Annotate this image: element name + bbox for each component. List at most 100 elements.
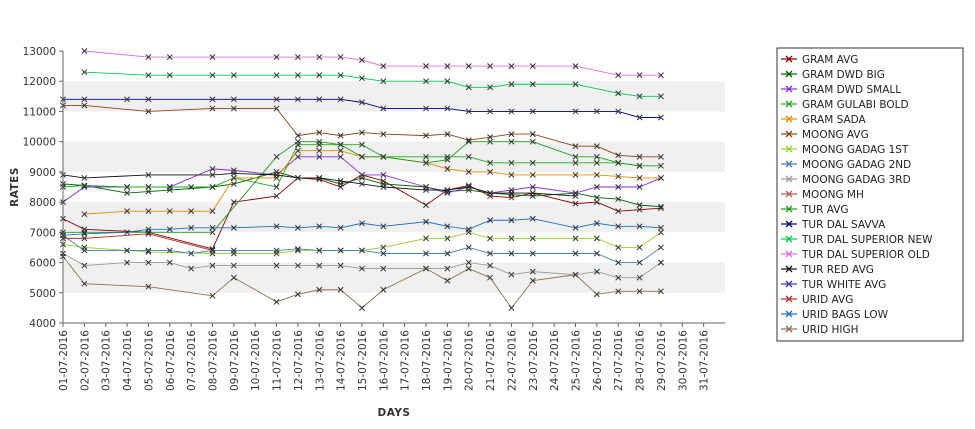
legend-label: MOONG GADAG 3RD xyxy=(802,174,911,186)
legend-label: TUR DAL SAVVA xyxy=(801,219,886,231)
x-tick-label: 15-07-2016 xyxy=(357,330,369,391)
data-point xyxy=(273,153,280,160)
x-tick-label: 14-07-2016 xyxy=(336,330,348,391)
data-point xyxy=(81,102,88,109)
legend-item: GRAM AVG xyxy=(781,54,858,66)
x-tick-label: 20-07-2016 xyxy=(464,330,476,391)
data-point xyxy=(294,224,301,231)
data-point xyxy=(81,211,88,218)
series-moong-gadag-2nd xyxy=(60,232,664,266)
legend-swatch-marker xyxy=(785,115,793,123)
data-point xyxy=(209,184,216,190)
data-point xyxy=(209,292,216,299)
series-line xyxy=(62,256,661,309)
data-point xyxy=(593,159,600,166)
data-point xyxy=(423,153,429,160)
data-point xyxy=(209,105,216,112)
legend-swatch-marker xyxy=(785,310,793,318)
data-point xyxy=(337,132,344,139)
legend-item: TUR DAL SUPERIOR NEW xyxy=(781,234,933,246)
data-point xyxy=(188,250,195,257)
data-point xyxy=(209,247,216,254)
x-tick-label: 27-07-2016 xyxy=(613,330,625,391)
data-point xyxy=(465,259,472,266)
x-axis-title: DAYS xyxy=(377,407,410,419)
data-point xyxy=(316,247,323,254)
data-point xyxy=(572,193,579,200)
data-point xyxy=(316,129,323,136)
data-point xyxy=(444,250,451,257)
data-point xyxy=(657,153,664,160)
data-point xyxy=(572,153,579,160)
data-point xyxy=(615,288,622,295)
legend-item: URID BAGS LOW xyxy=(781,309,889,321)
data-point xyxy=(529,108,536,115)
data-point xyxy=(124,229,131,236)
x-axis-ticks: 01-07-2016 02-07-2016 03-07-2016 04-07-2016… xyxy=(58,323,711,391)
data-point xyxy=(615,244,622,251)
legend-item: MOONG AVG xyxy=(781,129,869,141)
data-point xyxy=(188,208,195,215)
data-point xyxy=(380,244,387,251)
data-point xyxy=(615,72,622,79)
y-tick-label: 5000 xyxy=(29,288,56,300)
data-point xyxy=(508,235,515,242)
data-point xyxy=(529,63,536,70)
legend-item: MOONG GADAG 1ST xyxy=(781,144,909,156)
data-point xyxy=(636,288,643,295)
y-axis-ticks: 4000 5000 6000 7000 8000 9000 10000 11000 12000 1… xyxy=(23,46,63,330)
data-point xyxy=(615,208,622,215)
data-point xyxy=(359,265,365,272)
data-point xyxy=(316,262,323,269)
data-point xyxy=(487,274,494,281)
data-point xyxy=(465,244,472,251)
series-line xyxy=(62,171,661,208)
data-point xyxy=(487,84,494,91)
data-point xyxy=(316,72,323,79)
data-point xyxy=(508,81,515,88)
data-point xyxy=(294,246,301,252)
data-point xyxy=(145,108,152,115)
data-point xyxy=(593,153,600,160)
x-tick-label: 06-07-2016 xyxy=(165,330,177,391)
data-point xyxy=(423,159,429,166)
data-point xyxy=(209,229,216,236)
data-point xyxy=(423,187,429,193)
x-tick-label: 21-07-2016 xyxy=(485,330,497,391)
grid-band xyxy=(63,202,725,233)
legend-label: URID AVG xyxy=(802,294,853,306)
data-point xyxy=(230,199,237,206)
legend-item: GRAM SADA xyxy=(781,114,867,126)
data-point xyxy=(209,224,216,231)
data-point xyxy=(529,138,536,145)
data-point xyxy=(636,223,643,230)
data-point xyxy=(316,96,323,103)
data-point xyxy=(380,171,387,178)
data-point xyxy=(380,265,387,272)
data-point xyxy=(615,173,622,180)
data-point xyxy=(657,93,664,100)
data-point xyxy=(316,153,323,160)
data-point xyxy=(465,153,472,160)
data-point xyxy=(145,247,152,254)
data-point xyxy=(465,265,472,272)
data-point xyxy=(166,54,173,60)
legend-swatch-marker xyxy=(785,85,793,93)
data-point xyxy=(423,265,429,272)
data-point xyxy=(572,250,579,257)
data-point xyxy=(444,265,451,272)
data-point xyxy=(572,63,579,70)
data-point xyxy=(529,131,536,138)
series-urid-avg xyxy=(60,230,216,254)
data-point xyxy=(444,105,451,112)
data-point xyxy=(380,131,387,138)
data-point xyxy=(487,168,494,175)
data-point xyxy=(380,223,387,230)
data-point xyxy=(166,247,173,254)
data-point xyxy=(230,96,237,103)
x-tick-label: 11-07-2016 xyxy=(272,330,284,391)
data-point xyxy=(209,72,216,79)
data-point xyxy=(444,187,451,193)
data-point xyxy=(166,72,173,79)
y-tick-label: 10000 xyxy=(23,137,56,149)
